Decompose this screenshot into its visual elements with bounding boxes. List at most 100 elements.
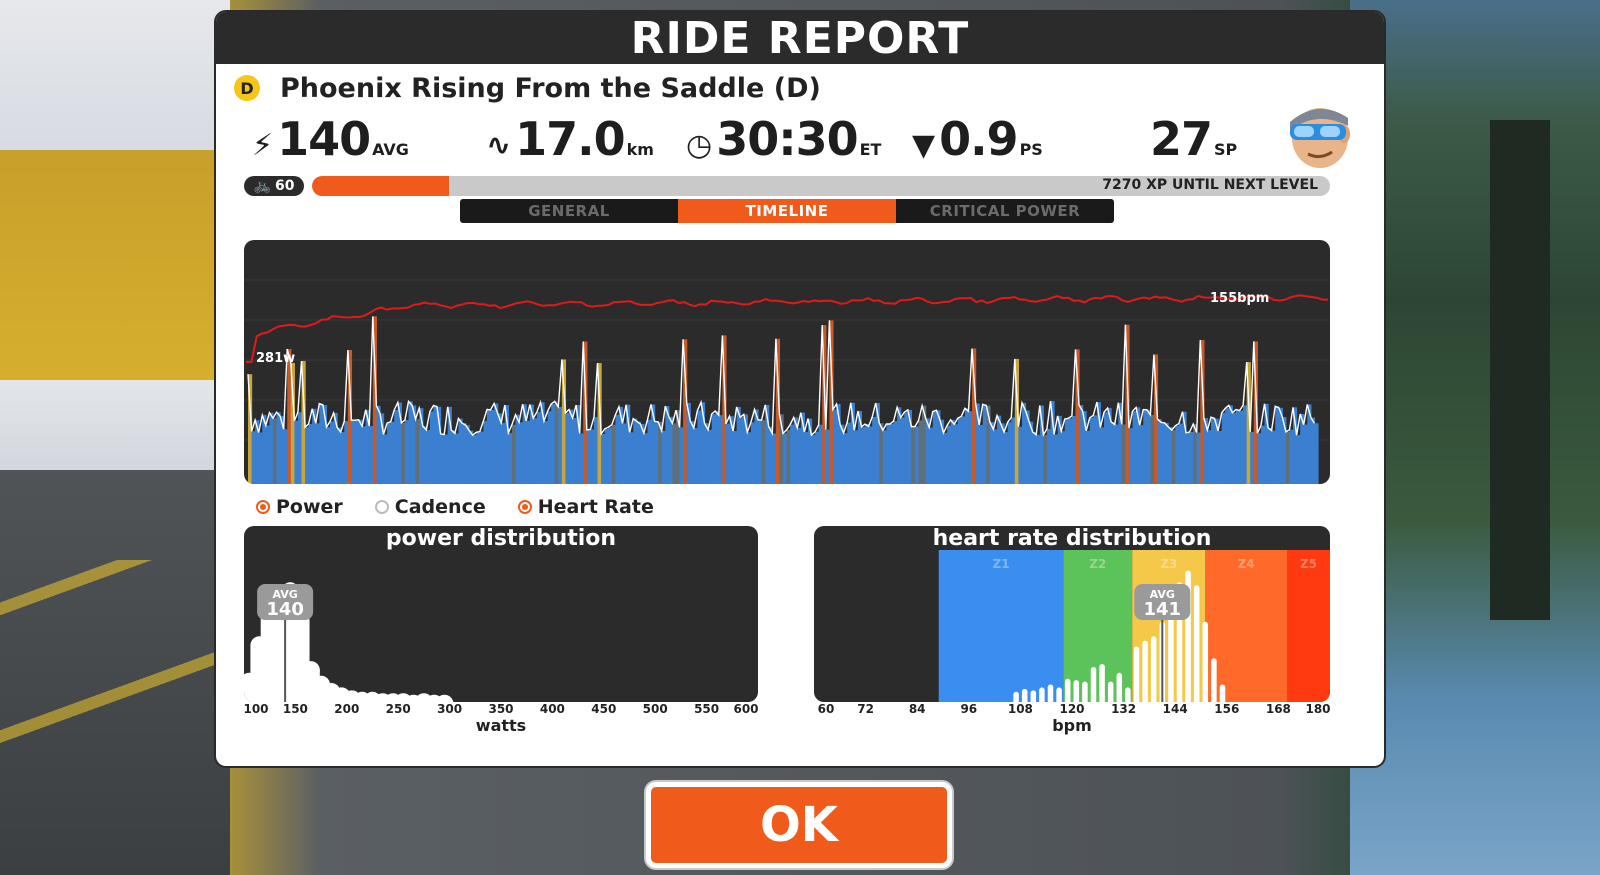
legend-power[interactable]: Power [256,496,343,518]
power-bar [1114,424,1119,484]
power-bar [654,421,659,484]
power-bar [1293,407,1298,484]
power-bar [914,426,920,484]
xp-remaining-text: 7270 XP UNTIL NEXT LEVEL [1102,177,1318,193]
legend-cadence-label: Cadence [394,496,486,518]
tab-critical-power[interactable]: CRITICAL POWER [929,202,1081,220]
power-bar [1203,418,1209,484]
power-bar [886,423,891,484]
power-bar [426,429,431,484]
power-bar [711,414,716,484]
zone-label: Z1 [993,557,1010,571]
timeline-chart[interactable]: 281w 155bpm [244,240,1330,484]
zone-label: Z2 [1089,557,1106,571]
power-bar [1132,411,1137,484]
power-bar [865,424,870,484]
power-bar [786,429,791,484]
power-bar [676,410,681,484]
stat-distance: ∿ 17.0 km [486,112,654,166]
power-bar [358,419,363,484]
dist-bar-cap [1133,646,1140,653]
power-bar [390,421,395,484]
dist-bar [1039,690,1045,702]
power-bar [800,412,805,484]
power-bar [340,432,345,484]
power-bar [772,433,777,484]
power-bar [968,411,973,484]
power-bar [1018,426,1023,484]
power-bar [1264,403,1269,484]
power-bar [1029,421,1034,484]
power-bar [647,419,652,484]
power-bar [362,426,367,484]
power-bar [1121,424,1126,484]
power-bar [704,423,709,484]
x-tick-label: 250 [385,702,411,716]
power-bar [265,425,270,484]
power-bar [508,432,513,484]
power-bar [836,403,841,484]
power-bar [440,433,445,484]
heart-rate-radio[interactable] [517,500,532,514]
power-bar [1278,407,1283,484]
x-tick-label: 200 [334,702,360,716]
x-tick-label: 144 [1162,702,1188,716]
power-bar [897,407,902,484]
dist-bar [1193,587,1200,702]
power-bar [840,424,845,484]
power-bar [305,427,310,484]
x-tick-label: 300 [437,702,463,716]
tab-general[interactable]: GENERAL [528,202,610,220]
power-bar [326,427,331,484]
power-bar [925,418,930,484]
power-bar [255,420,260,484]
power-bar [932,411,937,484]
power-x-axis: 100 150 200 250 300 350 400 450 500 550 600 [243,702,758,718]
power-bar [890,423,895,484]
avatar[interactable] [1278,92,1358,172]
power-bar [604,428,609,484]
x-tick-label: 550 [694,702,720,716]
dist-bar [1082,684,1088,702]
legend-cadence[interactable]: Cadence [374,496,486,518]
power-bar [422,426,427,484]
tab-timeline[interactable]: TIMELINE [678,199,896,223]
power-bar [561,359,567,484]
x-tick-label: 60 [817,702,835,716]
power-bar [943,432,948,484]
power-bar [725,423,731,484]
cadence-radio[interactable] [374,500,389,514]
x-tick-label: 150 [282,702,308,716]
power-bar [1064,419,1069,484]
power-bar [1168,426,1173,484]
dist-bar [1116,675,1123,702]
legend-heart-rate[interactable]: Heart Rate [517,496,654,518]
power-bar [419,408,424,484]
power-bar [297,412,303,484]
power-bar [1089,417,1094,484]
power-bar [665,406,670,484]
power-bar [1303,424,1308,484]
power-bar [1178,423,1184,484]
stat-pizza-value: 0.9 [939,112,1018,166]
power-bar [1282,416,1287,484]
power-bar [476,432,481,484]
power-bar [1100,427,1105,484]
ok-button[interactable]: OK [646,782,952,868]
power-bar [1175,425,1180,484]
dist-bar [1021,691,1028,702]
power-bar [529,404,534,484]
power-bar [1111,421,1116,484]
stat-time-unit: ET [859,140,882,159]
power-bar [1260,425,1266,484]
power-bar [986,405,991,484]
power-bar [608,427,613,484]
power-bar [743,414,748,484]
power-bar [929,427,934,484]
zone-label: Z4 [1238,557,1255,571]
dist-bar-cap [1099,664,1105,670]
dist-bar-cap [1193,585,1200,591]
power-bar [1139,425,1144,484]
power-radio[interactable] [256,500,270,514]
power-bar [761,420,766,484]
